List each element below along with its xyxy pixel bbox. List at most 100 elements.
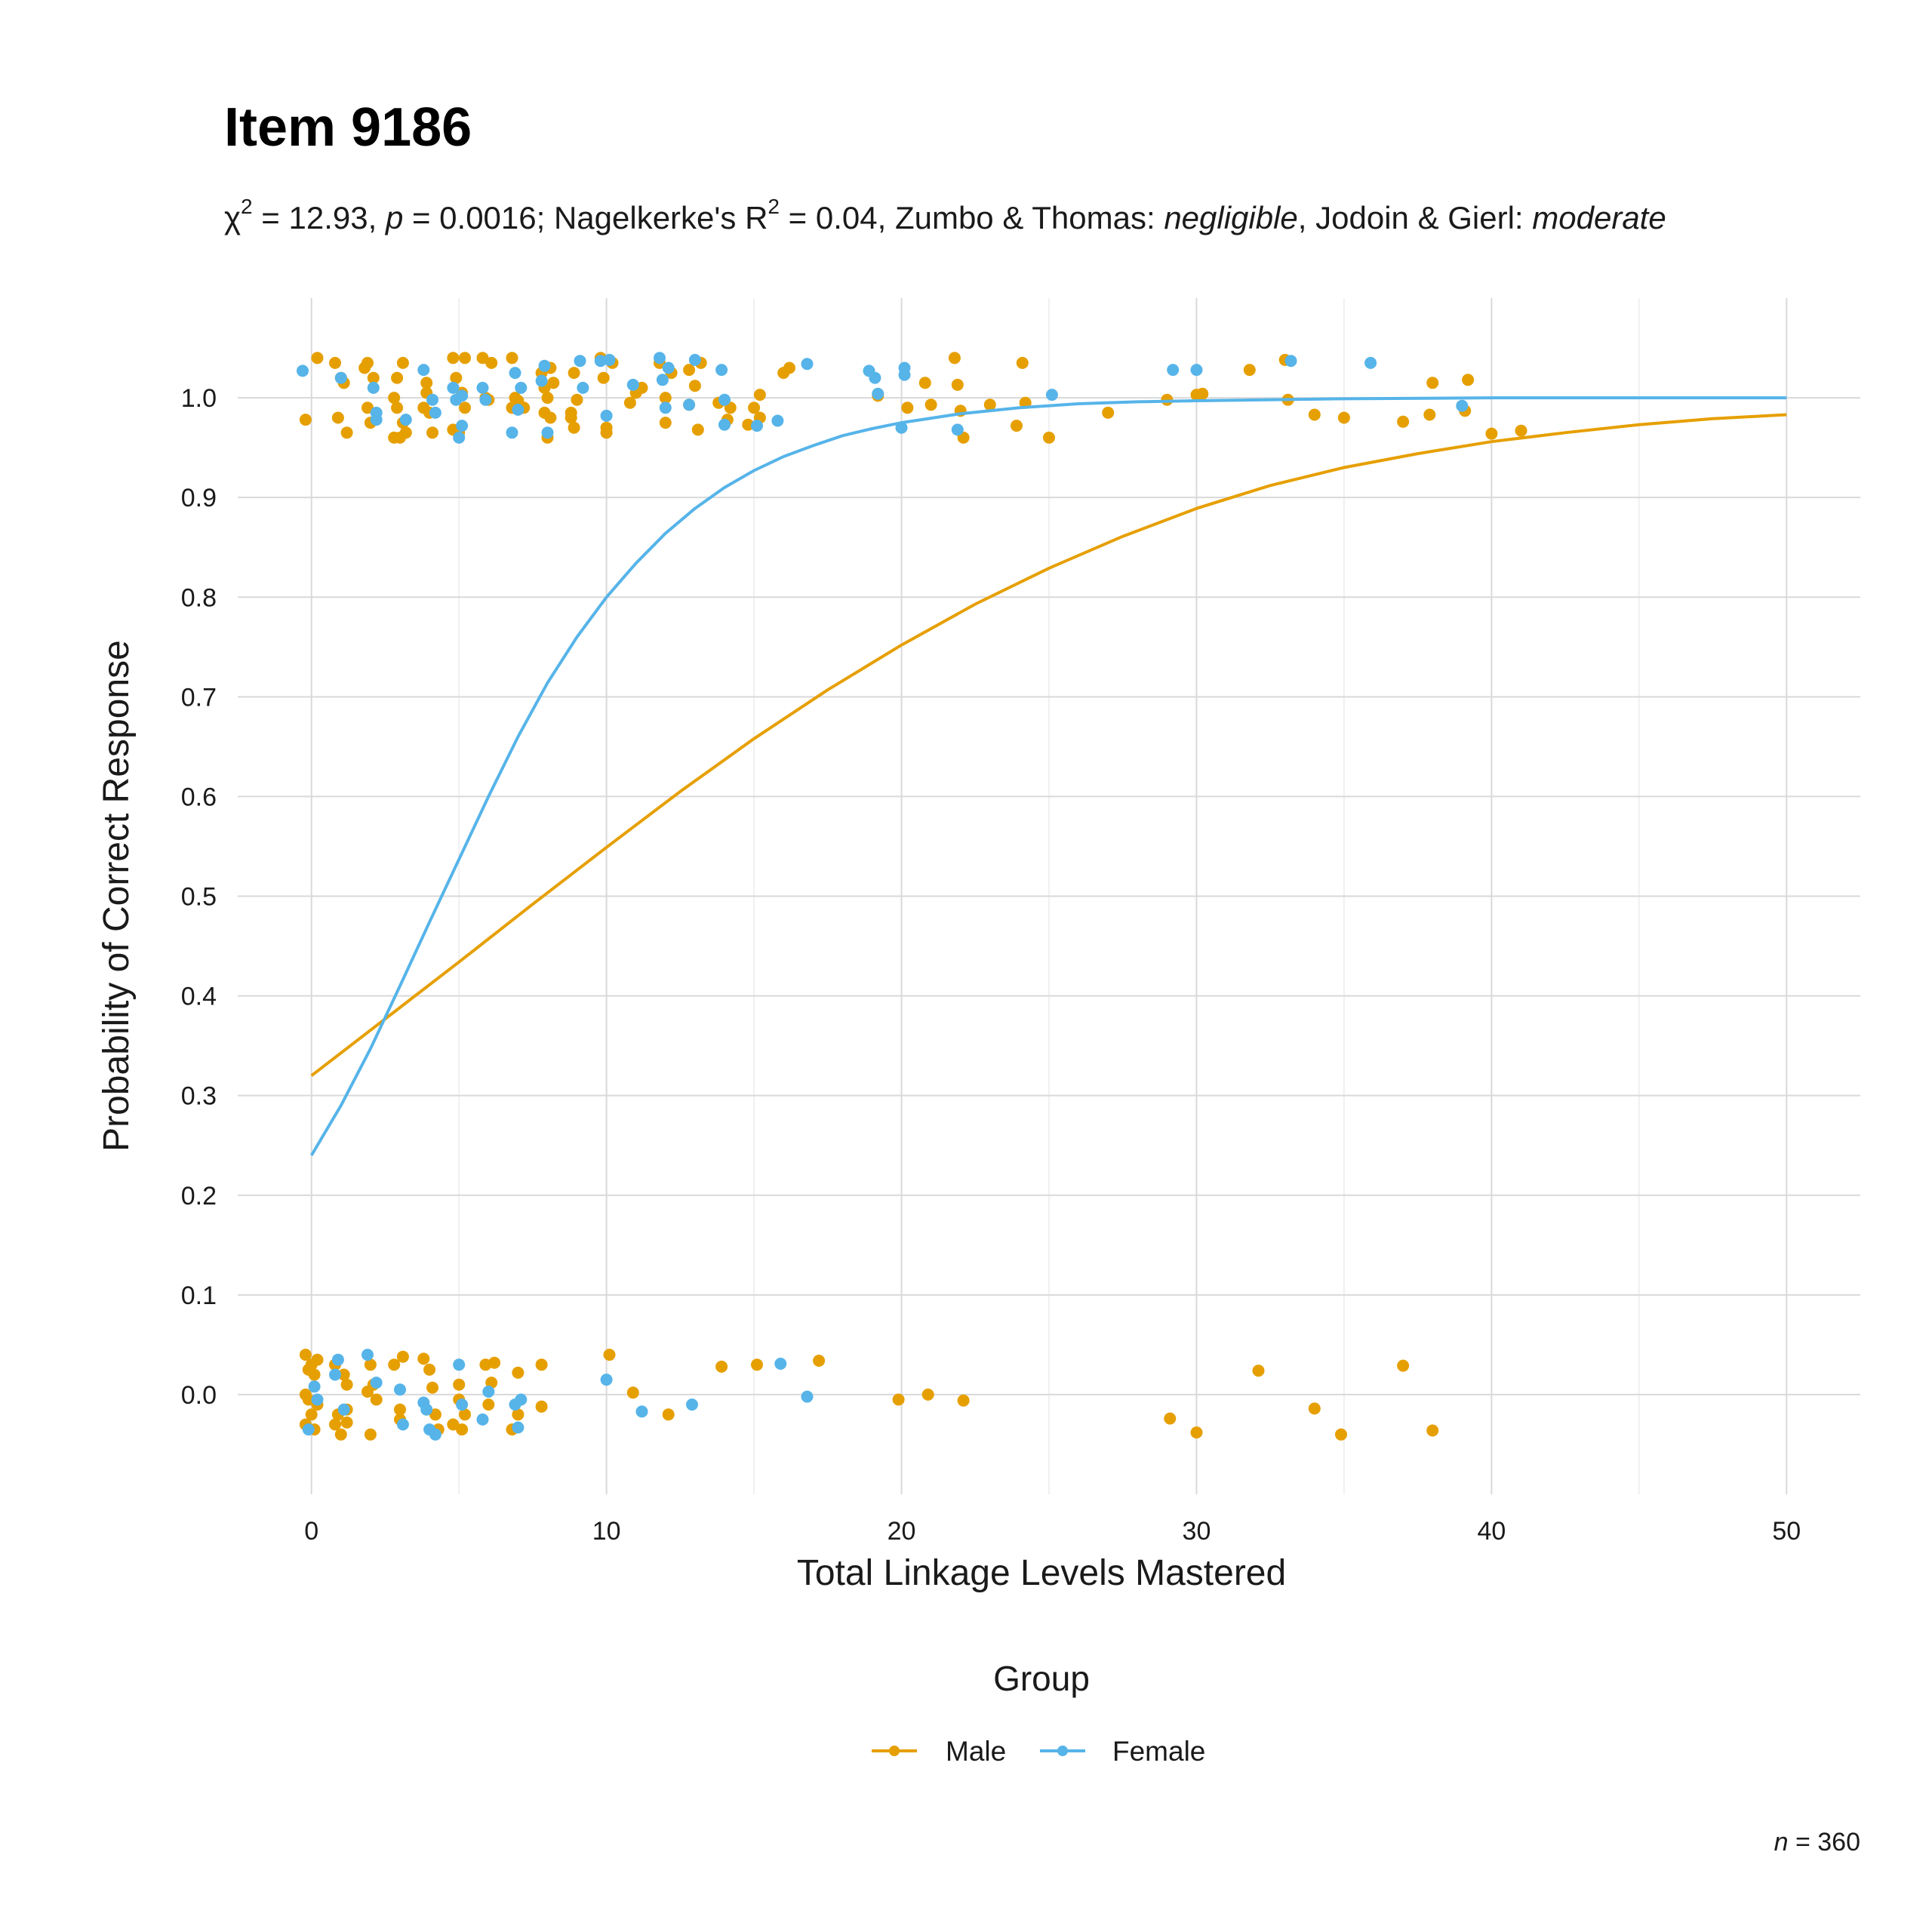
male-point [388, 392, 401, 405]
male-point [337, 1368, 350, 1381]
female-point [370, 414, 383, 426]
female-point [399, 414, 412, 426]
male-point [1426, 1424, 1439, 1437]
female-point [1045, 389, 1058, 401]
male-point [485, 356, 498, 369]
female-point [801, 1390, 814, 1403]
female-point [662, 361, 675, 374]
male-point [571, 393, 583, 406]
male-point [399, 426, 412, 439]
male-point [459, 401, 471, 414]
x-tick-label: 20 [888, 1517, 916, 1546]
female-point [515, 381, 528, 394]
male-point [1337, 411, 1350, 424]
female-point [1190, 364, 1203, 377]
male-point [388, 1358, 401, 1371]
male-point [459, 1408, 471, 1421]
male-point [512, 1366, 525, 1379]
sample-size-caption: n = 360 [1774, 1828, 1860, 1857]
y-tick-label: 0.8 [181, 583, 217, 612]
x-tick-label: 10 [592, 1517, 621, 1546]
male-point [361, 401, 374, 414]
female-point [308, 1380, 321, 1393]
female-point [429, 1428, 441, 1441]
male-point [783, 361, 795, 374]
female-point [331, 1353, 344, 1366]
male-point [364, 1358, 377, 1371]
female-point [654, 352, 666, 365]
male-point [600, 421, 613, 434]
male-point [488, 1356, 501, 1369]
male-point [423, 1363, 436, 1376]
male-point [659, 392, 672, 405]
male-point [1308, 408, 1321, 421]
male-point [1043, 431, 1055, 444]
male-point [547, 377, 560, 389]
female-point [506, 426, 518, 439]
male-point [340, 426, 353, 439]
point-layer [297, 352, 1527, 1441]
female-point [600, 409, 613, 422]
male-point [742, 418, 755, 431]
male-point [1515, 424, 1527, 437]
x-tick-label: 0 [304, 1517, 318, 1546]
male-point [751, 1358, 763, 1371]
male-point [951, 378, 964, 391]
male-point [299, 1349, 312, 1361]
male-point [688, 380, 701, 392]
female-point [337, 1403, 350, 1416]
male-point [541, 392, 554, 405]
male-point [748, 401, 761, 414]
male-point [892, 1393, 905, 1406]
male-point [459, 352, 471, 365]
female-point [1456, 399, 1469, 412]
male-point [476, 352, 489, 365]
x-tick-label: 30 [1183, 1517, 1211, 1546]
male-point [1190, 1426, 1203, 1439]
female-point [600, 1374, 613, 1386]
male-point [924, 398, 937, 411]
male-point [367, 371, 380, 384]
female-point [396, 1418, 409, 1431]
female-point [329, 1368, 341, 1381]
female-point [367, 381, 380, 394]
female-point [417, 1396, 430, 1409]
male-point [1397, 415, 1410, 428]
female-point [512, 403, 525, 416]
r-exponent: 2 [768, 195, 780, 218]
chi-exponent: 2 [241, 195, 253, 218]
male-point [626, 1386, 639, 1399]
male-point [329, 1418, 341, 1431]
female-point [656, 374, 669, 386]
female-point [482, 1386, 495, 1398]
female-point [417, 364, 430, 377]
male-point [662, 1408, 675, 1421]
male-point [302, 1393, 315, 1406]
male-point [683, 364, 696, 377]
male-point [691, 423, 704, 436]
male-point [983, 398, 996, 411]
male-point [308, 1368, 321, 1381]
legend-title: Group [993, 1659, 1090, 1698]
male-point [447, 1418, 460, 1431]
male-point [394, 1403, 406, 1416]
x-tick-label: 50 [1772, 1517, 1801, 1546]
female-point [535, 374, 548, 387]
female-point [1284, 355, 1297, 368]
jodoin-gierl-label: , Jodoin & Gierl: [1298, 200, 1532, 235]
male-point [918, 377, 931, 389]
p-value: = 0.0016; Nagelkerke's R [403, 200, 768, 235]
male-point [1252, 1364, 1265, 1377]
female-point [577, 381, 589, 394]
y-axis-title: Probability of Correct Response [97, 640, 137, 1152]
x-axis-title: Total Linkage Levels Mastered [797, 1553, 1286, 1593]
male-point [396, 1350, 409, 1363]
chi-value: = 12.93, [253, 200, 386, 235]
male-point [482, 1398, 495, 1411]
female-point [869, 371, 881, 384]
male-point [1196, 387, 1209, 400]
female-point [688, 353, 701, 366]
male-point [453, 1378, 466, 1391]
male-point [305, 1408, 318, 1421]
